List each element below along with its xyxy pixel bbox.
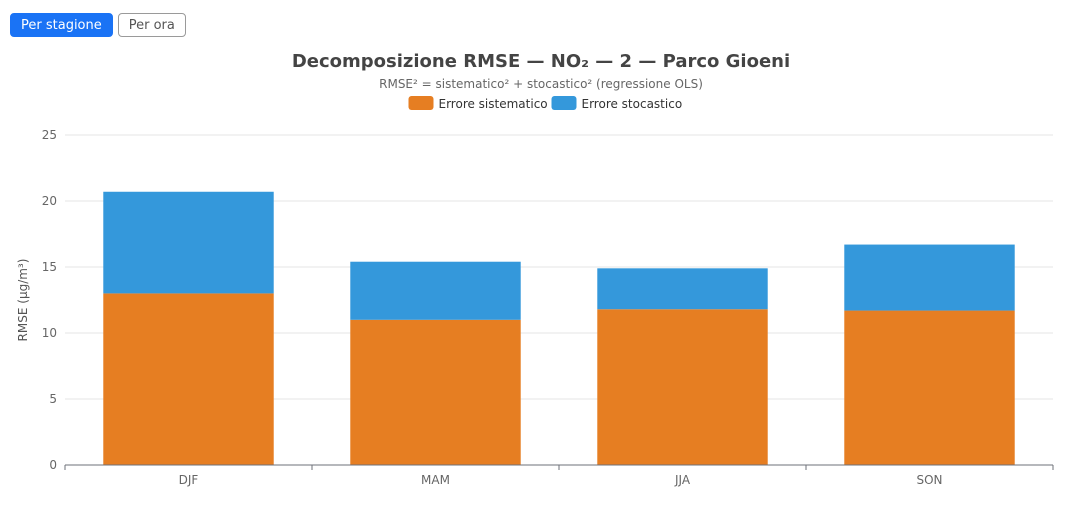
axes-group: 0 5 10 15 20 25 DJF MAM JJA SON bbox=[42, 128, 1054, 487]
bar-systematic-son bbox=[844, 310, 1015, 465]
y-tick-label: 25 bbox=[42, 128, 57, 142]
x-tick-label: DJF bbox=[179, 473, 199, 487]
y-tick-label: 5 bbox=[49, 392, 57, 406]
legend-label-systematic[interactable]: Errore sistematico bbox=[439, 97, 548, 111]
bar-stochastic-djf bbox=[103, 191, 274, 294]
y-tick-label: 20 bbox=[42, 194, 57, 208]
view-toggle-bar: Per stagione Per ora bbox=[10, 13, 186, 37]
legend-swatch-systematic bbox=[408, 96, 434, 110]
bar-stochastic-jja bbox=[597, 268, 768, 310]
bar-stochastic-son bbox=[844, 244, 1015, 311]
chart-title: Decomposizione RMSE — NO₂ — 2 — Parco Gi… bbox=[292, 51, 790, 72]
legend-label-stochastic[interactable]: Errore stocastico bbox=[582, 97, 683, 111]
per-ora-button[interactable]: Per ora bbox=[117, 13, 186, 37]
bars-group bbox=[103, 191, 1015, 465]
chart-legend: Errore sistematico Errore stocastico bbox=[408, 96, 683, 111]
bar-systematic-djf bbox=[103, 293, 274, 465]
bar-systematic-mam bbox=[350, 319, 521, 465]
y-tick-label: 0 bbox=[49, 458, 57, 472]
y-axis-label: RMSE (µg/m³) bbox=[16, 259, 30, 342]
bar-systematic-jja bbox=[597, 309, 768, 465]
x-tick-label: SON bbox=[916, 473, 942, 487]
per-stagione-button[interactable]: Per stagione bbox=[10, 13, 113, 37]
y-tick-label: 15 bbox=[42, 260, 57, 274]
legend-swatch-stochastic bbox=[551, 96, 577, 110]
chart-subtitle: RMSE² = sistematico² + stocastico² (regr… bbox=[379, 77, 703, 91]
x-tick-label: JJA bbox=[674, 473, 691, 487]
x-tick-label: MAM bbox=[421, 473, 450, 487]
bar-stochastic-mam bbox=[350, 261, 521, 320]
y-tick-label: 10 bbox=[42, 326, 57, 340]
